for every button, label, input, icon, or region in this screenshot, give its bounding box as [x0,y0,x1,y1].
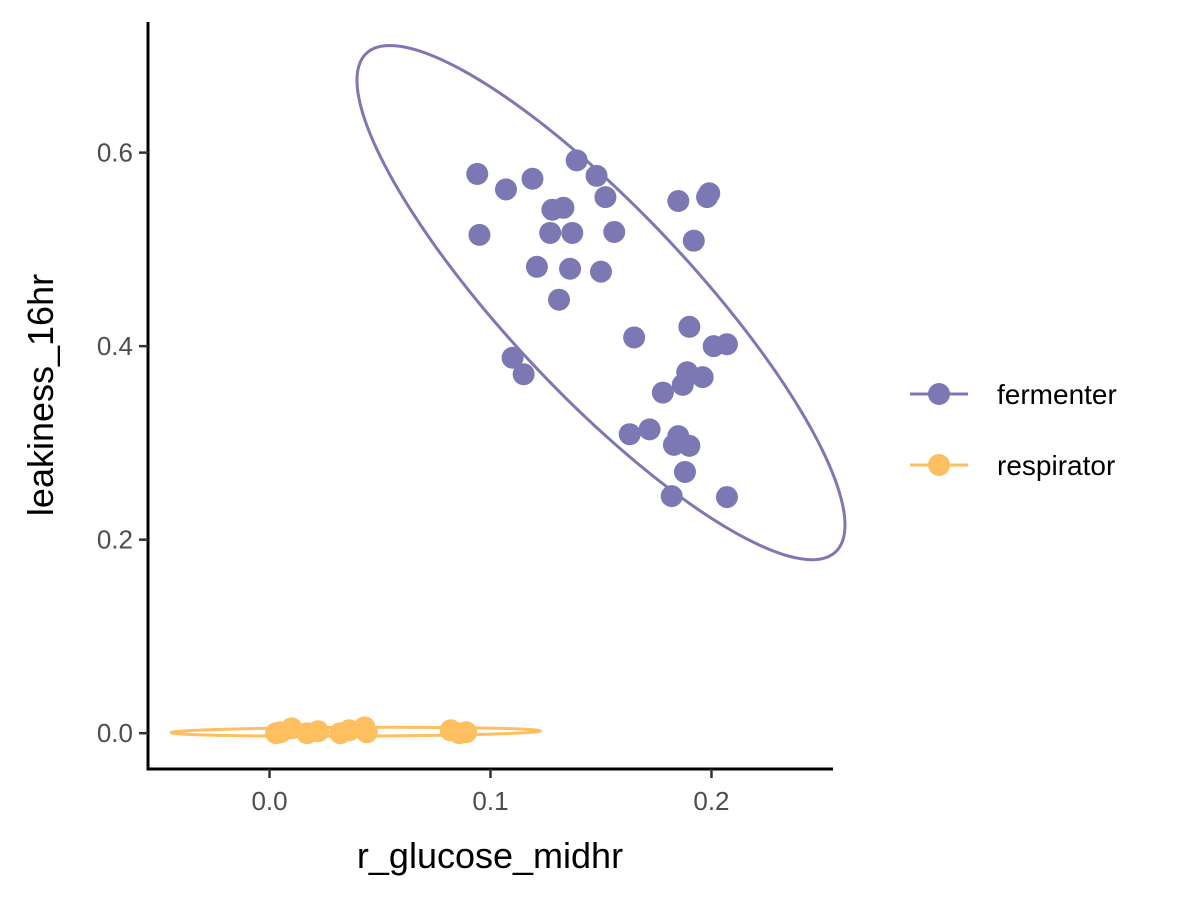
y-tick-label: 0.2 [97,525,133,555]
x-axis-title: r_glucose_midhr [357,835,623,876]
fermenter-point [559,257,582,280]
y-tick-label: 0.0 [97,718,133,748]
ellipse-layer [169,44,847,738]
legend-item-respirator: respirator [910,450,1115,481]
y-tick-label: 0.6 [97,138,133,168]
legend-marker [928,383,950,405]
fermenter-point [678,434,701,457]
fermenter-point [603,220,626,243]
fermenter-point [548,288,570,311]
y-tick-labels: 0.0 0.2 0.4 0.6 [97,138,133,749]
fermenter-point [715,486,738,509]
fermenter-point [552,196,575,219]
fermenter-point [468,223,491,246]
legend: fermenter respirator [910,379,1117,481]
fermenter-ellipse [355,44,847,562]
x-tick-label: 0.2 [693,786,729,816]
legend-item-fermenter: fermenter [910,379,1117,410]
fermenter-point [667,190,690,213]
fermenter-point [565,149,588,172]
fermenter-point [682,229,705,252]
fermenter-point [512,363,535,386]
y-tick-label: 0.4 [97,331,133,361]
x-tick-label: 0.0 [251,786,287,816]
legend-marker [928,454,950,476]
fermenter-point [494,178,517,201]
fermenter-point [660,485,683,508]
legend-label: fermenter [997,379,1117,410]
fermenter-point [623,326,646,349]
fermenter-point [501,346,524,369]
fermenter-point [671,373,694,396]
fermenter-point [651,381,674,404]
fermenter-point [678,315,701,338]
fermenter-point [698,182,721,205]
fermenter-point [466,162,489,185]
fermenter-point [589,260,612,283]
respirator-point [455,721,478,744]
x-tick-label: 0.1 [472,786,508,816]
legend-label: respirator [997,450,1115,481]
fermenter-point [525,255,548,278]
x-tick-labels: 0.0 0.1 0.2 [251,786,729,816]
fermenter-point [521,167,544,190]
fermenter-point [585,164,608,187]
points-layer [265,149,738,745]
fermenter-point [638,418,661,441]
axes [139,22,833,778]
fermenter-point [618,423,641,446]
fermenter-point [673,460,696,483]
fermenter-point [539,221,562,244]
fermenter-point [715,333,738,356]
respirator-point [355,721,378,744]
respirator-point [307,720,330,743]
y-axis-title: leakiness_16hr [20,274,61,516]
fermenter-point [691,366,714,389]
fermenter-point [594,186,617,209]
fermenter-point [561,221,584,244]
